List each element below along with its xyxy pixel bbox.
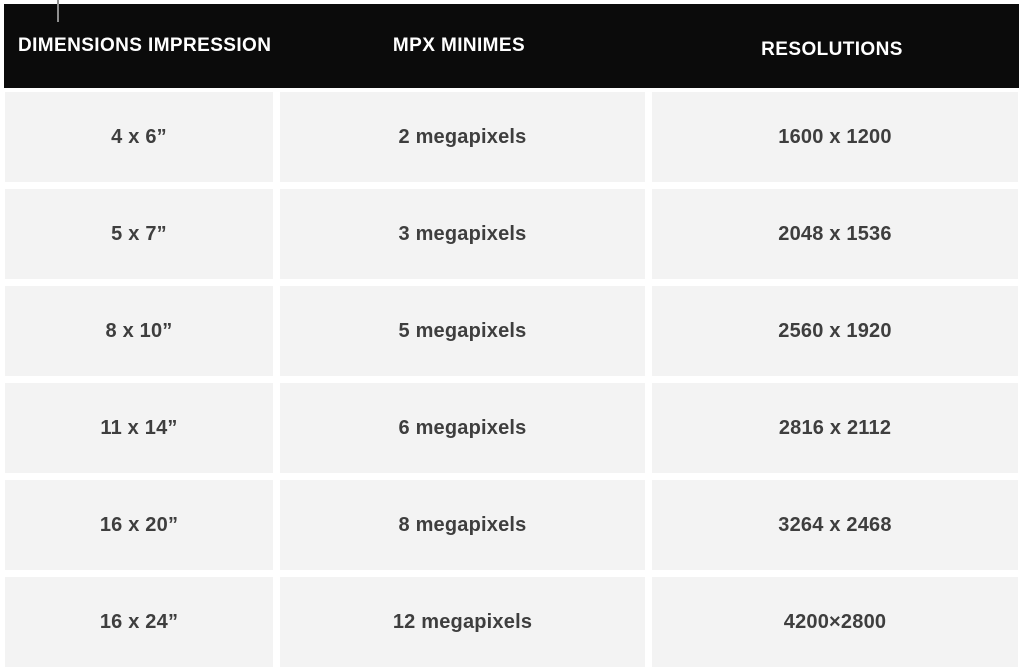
cell-resolution: 3264 x 2468 xyxy=(652,480,1018,570)
cell-resolution: 2048 x 1536 xyxy=(652,189,1018,279)
print-size-table: 4 x 6” 2 megapixels 1600 x 1200 5 x 7” 3… xyxy=(5,92,1018,667)
column-header-dimensions: DIMENSIONS IMPRESSION xyxy=(18,35,272,56)
column-header-mpx: MPX MINIMES xyxy=(392,35,526,56)
cell-resolution: 2816 x 2112 xyxy=(652,383,1018,473)
cell-mpx: 8 megapixels xyxy=(280,480,645,570)
cell-mpx: 6 megapixels xyxy=(280,383,645,473)
cell-resolution: 2560 x 1920 xyxy=(652,286,1018,376)
text-cursor xyxy=(57,0,59,22)
cell-resolution: 1600 x 1200 xyxy=(652,92,1018,182)
cell-dimension: 4 x 6” xyxy=(5,92,273,182)
cell-mpx: 2 megapixels xyxy=(280,92,645,182)
cell-dimension: 5 x 7” xyxy=(5,189,273,279)
cell-dimension: 11 x 14” xyxy=(5,383,273,473)
column-header-resolutions: RESOLUTIONS xyxy=(761,38,903,60)
cell-dimension: 16 x 24” xyxy=(5,577,273,667)
cell-mpx: 3 megapixels xyxy=(280,189,645,279)
table-header-row: DIMENSIONS IMPRESSION MPX MINIMES RESOLU… xyxy=(4,4,1019,88)
cell-mpx: 5 megapixels xyxy=(280,286,645,376)
cell-dimension: 8 x 10” xyxy=(5,286,273,376)
cell-mpx: 12 megapixels xyxy=(280,577,645,667)
cell-dimension: 16 x 20” xyxy=(5,480,273,570)
cell-resolution: 4200×2800 xyxy=(652,577,1018,667)
